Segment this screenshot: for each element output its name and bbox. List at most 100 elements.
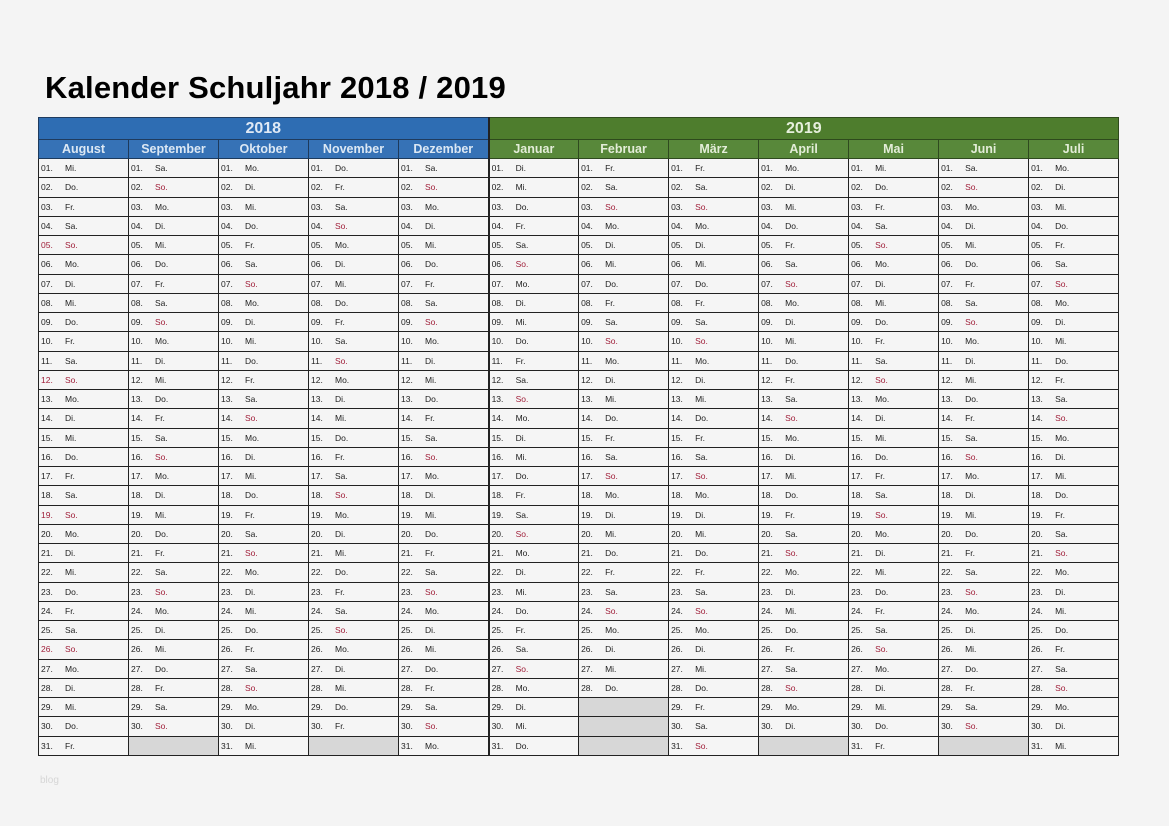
weekday-label: Do.	[875, 451, 889, 462]
day-cell: 01. Mo.	[758, 157, 850, 179]
day-cell: 09. So.	[397, 311, 490, 333]
day-cell: 16. Di.	[218, 446, 309, 468]
day-cell: 24. Mo.	[397, 600, 490, 622]
day-cell: 22. Di.	[487, 562, 580, 583]
day-number: 10.	[761, 336, 773, 347]
day-cell: 22. Fr.	[578, 562, 670, 583]
weekday-label: Fr.	[695, 702, 705, 713]
day-number: 06.	[131, 259, 143, 270]
day-number: 05.	[131, 240, 143, 251]
watermark: blog	[40, 775, 59, 786]
table-row: 10. Fr. 10. Mo. 10. Mi. 10. Sa. 10. Mo. 10. Do. 10. S…	[38, 331, 1120, 352]
day-cell: 26. Mi.	[128, 639, 219, 660]
day-cell: 16. Do.	[848, 446, 940, 468]
weekday-label: So.	[605, 201, 618, 212]
weekday-label: Mo.	[65, 394, 80, 405]
day-cell: 26. So.	[848, 639, 940, 660]
weekday-label: Mo.	[605, 625, 620, 636]
weekday-label: Sa.	[875, 220, 888, 231]
weekday-label: Do.	[425, 259, 439, 270]
weekday-label: Di.	[335, 259, 346, 270]
day-number: 13.	[761, 394, 773, 405]
day-cell: 13. Sa.	[758, 388, 850, 410]
table-row: 12. So. 12. Mi. 12. Fr. 12. Mo. 12. Mi. 12. Sa. 12. D…	[38, 369, 1120, 391]
day-number: 20.	[41, 528, 53, 539]
day-number: 23.	[311, 586, 323, 597]
weekday-label: Mo.	[785, 702, 800, 713]
day-number: 11.	[671, 355, 683, 366]
table-row: 21. Di. 21. Fr. 21. So. 21. Mi. 21. Fr. 21. Mo. 21. D…	[38, 542, 1120, 564]
table-row: 06. Mo. 06. Do. 06. Sa. 06. Di. 06. Do. 06. So. 06. M…	[38, 254, 1120, 275]
day-number: 16.	[221, 451, 233, 462]
day-number: 08.	[401, 297, 413, 308]
weekday-label: Do.	[875, 721, 889, 732]
table-row: 17. Fr. 17. Mo. 17. Mi. 17. Sa. 17. Mo. 17. Do. 17. S…	[38, 465, 1120, 487]
day-cell: 16. Fr.	[308, 446, 399, 468]
day-number: 18.	[221, 490, 233, 501]
weekday-label: Fr.	[65, 605, 75, 616]
day-number: 20.	[491, 528, 504, 539]
day-number: 26.	[491, 644, 504, 655]
day-cell: 16. So.	[128, 446, 219, 468]
day-cell: 24. Fr.	[38, 600, 129, 622]
weekday-label: Fr.	[335, 586, 345, 597]
day-cell: 18. Mo.	[578, 485, 670, 506]
day-cell: 11. Fr.	[487, 350, 580, 371]
weekday-label: Di.	[245, 721, 256, 732]
weekday-label: Sa.	[875, 355, 888, 366]
day-cell: 31. Fr.	[848, 735, 940, 756]
weekday-label: Fr.	[875, 336, 885, 347]
day-number: 30.	[761, 721, 773, 732]
table-row: 01. Mi. 01. Sa. 01. Mo. 01. Do. 01. Sa. 01. Di. 01. F…	[38, 157, 1120, 179]
weekday-label: Fr.	[425, 413, 435, 424]
day-cell: 10. Mo.	[397, 331, 490, 352]
day-number: 25.	[221, 625, 233, 636]
day-number: 07.	[761, 278, 773, 289]
day-cell: 13. Mo.	[848, 388, 940, 410]
day-number: 29.	[941, 702, 953, 713]
day-cell: 07. Fr.	[938, 273, 1030, 294]
day-number: 28.	[401, 682, 413, 693]
day-number: 23.	[851, 586, 863, 597]
weekday-label: Do.	[785, 625, 799, 636]
weekday-label: Di.	[785, 451, 796, 462]
weekday-label: So.	[515, 528, 529, 539]
day-number: 26.	[311, 644, 323, 655]
day-cell: 20. So.	[487, 523, 580, 545]
weekday-label: Di.	[695, 644, 706, 655]
day-number: 28.	[131, 682, 143, 693]
weekday-label: Mo.	[965, 201, 980, 212]
weekday-label: Di.	[515, 163, 526, 174]
weekday-label: Di.	[965, 625, 976, 636]
weekday-label: Do.	[965, 394, 979, 405]
day-cell: 12. So.	[38, 369, 129, 391]
day-cell: 27. Do.	[938, 658, 1030, 679]
day-cell: 16. Mi.	[487, 446, 580, 468]
day-cell: 19. So.	[38, 504, 129, 525]
day-number: 09.	[131, 317, 143, 328]
weekday-label: Mo.	[965, 471, 980, 482]
weekday-label: Sa.	[1055, 528, 1068, 539]
day-cell: 13. Do.	[397, 388, 490, 410]
day-number: 18.	[671, 490, 683, 501]
weekday-label: So.	[875, 374, 888, 385]
day-number: 06.	[41, 259, 53, 270]
weekday-label: Di.	[605, 644, 616, 655]
day-cell: 01. Fr.	[668, 157, 760, 179]
day-cell: 27. Mo.	[848, 658, 940, 679]
day-number: 10.	[1031, 336, 1043, 347]
weekday-label: Di.	[605, 509, 616, 520]
day-number: 11.	[1031, 355, 1043, 366]
weekday-label: Fr.	[695, 163, 705, 174]
day-number: 13.	[671, 394, 683, 405]
empty-day-cell	[308, 735, 399, 756]
day-cell: 04. Mo.	[578, 215, 670, 237]
day-cell: 12. Mi.	[397, 369, 490, 391]
weekday-label: Fr.	[695, 297, 705, 308]
day-cell: 08. Sa.	[128, 292, 219, 314]
day-cell: 03. Sa.	[308, 196, 399, 217]
day-cell: 13. Sa.	[218, 388, 309, 410]
day-cell: 21. Mi.	[308, 542, 399, 564]
day-cell: 29. Sa.	[128, 696, 219, 718]
day-number: 10.	[851, 336, 863, 347]
